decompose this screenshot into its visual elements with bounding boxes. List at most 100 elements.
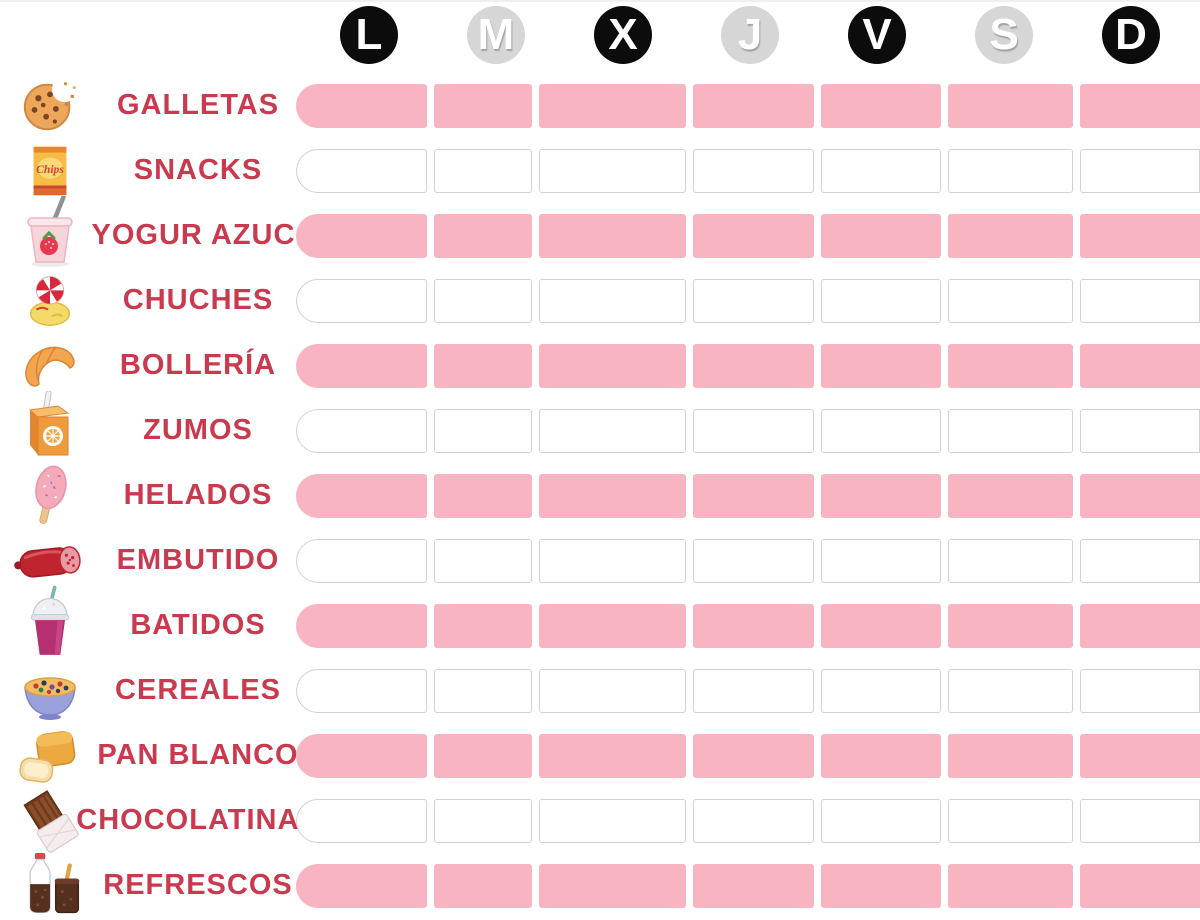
day-cell[interactable] [296, 408, 427, 453]
day-cell[interactable] [434, 733, 532, 778]
day-cell[interactable] [947, 538, 1073, 583]
day-cell[interactable] [692, 668, 814, 713]
day-cell[interactable] [821, 343, 941, 388]
day-cell[interactable] [820, 538, 941, 583]
day-cell[interactable] [1079, 798, 1200, 843]
day-cell[interactable] [692, 408, 814, 453]
day-cell[interactable] [433, 538, 533, 583]
day-cell[interactable] [821, 603, 941, 648]
day-cell[interactable] [434, 213, 532, 258]
day-cell[interactable] [539, 733, 686, 778]
day-cell[interactable] [821, 733, 941, 778]
day-cell[interactable] [434, 603, 532, 648]
day-cell[interactable] [539, 148, 686, 193]
day-cell[interactable] [296, 473, 427, 518]
day-cell[interactable] [539, 798, 686, 843]
day-cell[interactable] [821, 473, 941, 518]
day-cell[interactable] [692, 538, 814, 583]
day-cell[interactable] [948, 83, 1073, 128]
day-cell[interactable] [820, 278, 941, 323]
day-cell[interactable] [693, 343, 814, 388]
day-cell[interactable] [1079, 148, 1200, 193]
day-cell[interactable] [1080, 213, 1200, 258]
day-cell[interactable] [1080, 473, 1200, 518]
day-cell[interactable] [947, 148, 1073, 193]
day-cell[interactable] [539, 603, 686, 648]
day-cell[interactable] [539, 83, 686, 128]
day-cell[interactable] [539, 538, 686, 583]
day-cell[interactable] [433, 668, 533, 713]
day-cell[interactable] [539, 343, 686, 388]
day-cell[interactable] [296, 83, 427, 128]
day-cell[interactable] [296, 668, 427, 713]
day-cell[interactable] [821, 863, 941, 908]
day-cell[interactable] [296, 733, 427, 778]
day-cell[interactable] [948, 473, 1073, 518]
day-cell[interactable] [433, 148, 533, 193]
day-cell[interactable] [433, 798, 533, 843]
day-cell[interactable] [820, 798, 941, 843]
day-cell[interactable] [433, 278, 533, 323]
day-cell[interactable] [693, 863, 814, 908]
week-track [296, 538, 1200, 583]
day-cell[interactable] [433, 408, 533, 453]
day-cell[interactable] [948, 603, 1073, 648]
day-cell[interactable] [296, 538, 427, 583]
row-label-cell: HELADOS [100, 479, 296, 512]
day-cell[interactable] [296, 343, 427, 388]
day-cell[interactable] [296, 213, 427, 258]
day-cell[interactable] [539, 213, 686, 258]
day-cell[interactable] [693, 83, 814, 128]
day-cell[interactable] [1080, 343, 1200, 388]
day-cell[interactable] [296, 798, 427, 843]
day-cell[interactable] [296, 863, 427, 908]
day-cell[interactable] [539, 408, 686, 453]
day-cell[interactable] [434, 863, 532, 908]
day-cell[interactable] [692, 278, 814, 323]
row-icon-cell [0, 268, 100, 333]
day-cell[interactable] [434, 83, 532, 128]
day-cell[interactable] [820, 668, 941, 713]
day-cell[interactable] [820, 148, 941, 193]
day-cell[interactable] [296, 603, 427, 648]
day-cell[interactable] [1080, 603, 1200, 648]
row-label: SNACKS [133, 154, 263, 186]
day-cell[interactable] [296, 148, 427, 193]
day-cell[interactable] [693, 733, 814, 778]
day-cell[interactable] [539, 863, 686, 908]
day-cell[interactable] [948, 343, 1073, 388]
day-cell[interactable] [1080, 863, 1200, 908]
day-cell[interactable] [692, 148, 814, 193]
day-cell[interactable] [948, 863, 1073, 908]
day-cell[interactable] [947, 408, 1073, 453]
day-cell[interactable] [1079, 278, 1200, 323]
day-cell[interactable] [539, 668, 686, 713]
day-cell[interactable] [692, 798, 814, 843]
day-cell[interactable] [693, 603, 814, 648]
day-cell[interactable] [947, 668, 1073, 713]
day-cell[interactable] [693, 473, 814, 518]
day-label: S [989, 10, 1019, 59]
row-icon-cell [0, 852, 100, 918]
week-track [296, 278, 1200, 323]
day-cell[interactable] [1080, 83, 1200, 128]
row-icon-cell [0, 195, 100, 268]
day-cell[interactable] [434, 343, 532, 388]
day-cell[interactable] [1079, 668, 1200, 713]
day-cell[interactable] [434, 473, 532, 518]
day-cell[interactable] [947, 798, 1073, 843]
row-label-cell: REFRESCOS [100, 869, 296, 902]
day-cell[interactable] [539, 473, 686, 518]
day-cell[interactable] [693, 213, 814, 258]
day-cell[interactable] [947, 278, 1073, 323]
day-cell[interactable] [296, 278, 427, 323]
day-cell[interactable] [820, 408, 941, 453]
day-cell[interactable] [948, 733, 1073, 778]
day-cell[interactable] [1079, 538, 1200, 583]
day-cell[interactable] [821, 83, 941, 128]
day-cell[interactable] [1079, 408, 1200, 453]
day-cell[interactable] [539, 278, 686, 323]
day-cell[interactable] [821, 213, 941, 258]
day-cell[interactable] [1080, 733, 1200, 778]
day-cell[interactable] [948, 213, 1073, 258]
